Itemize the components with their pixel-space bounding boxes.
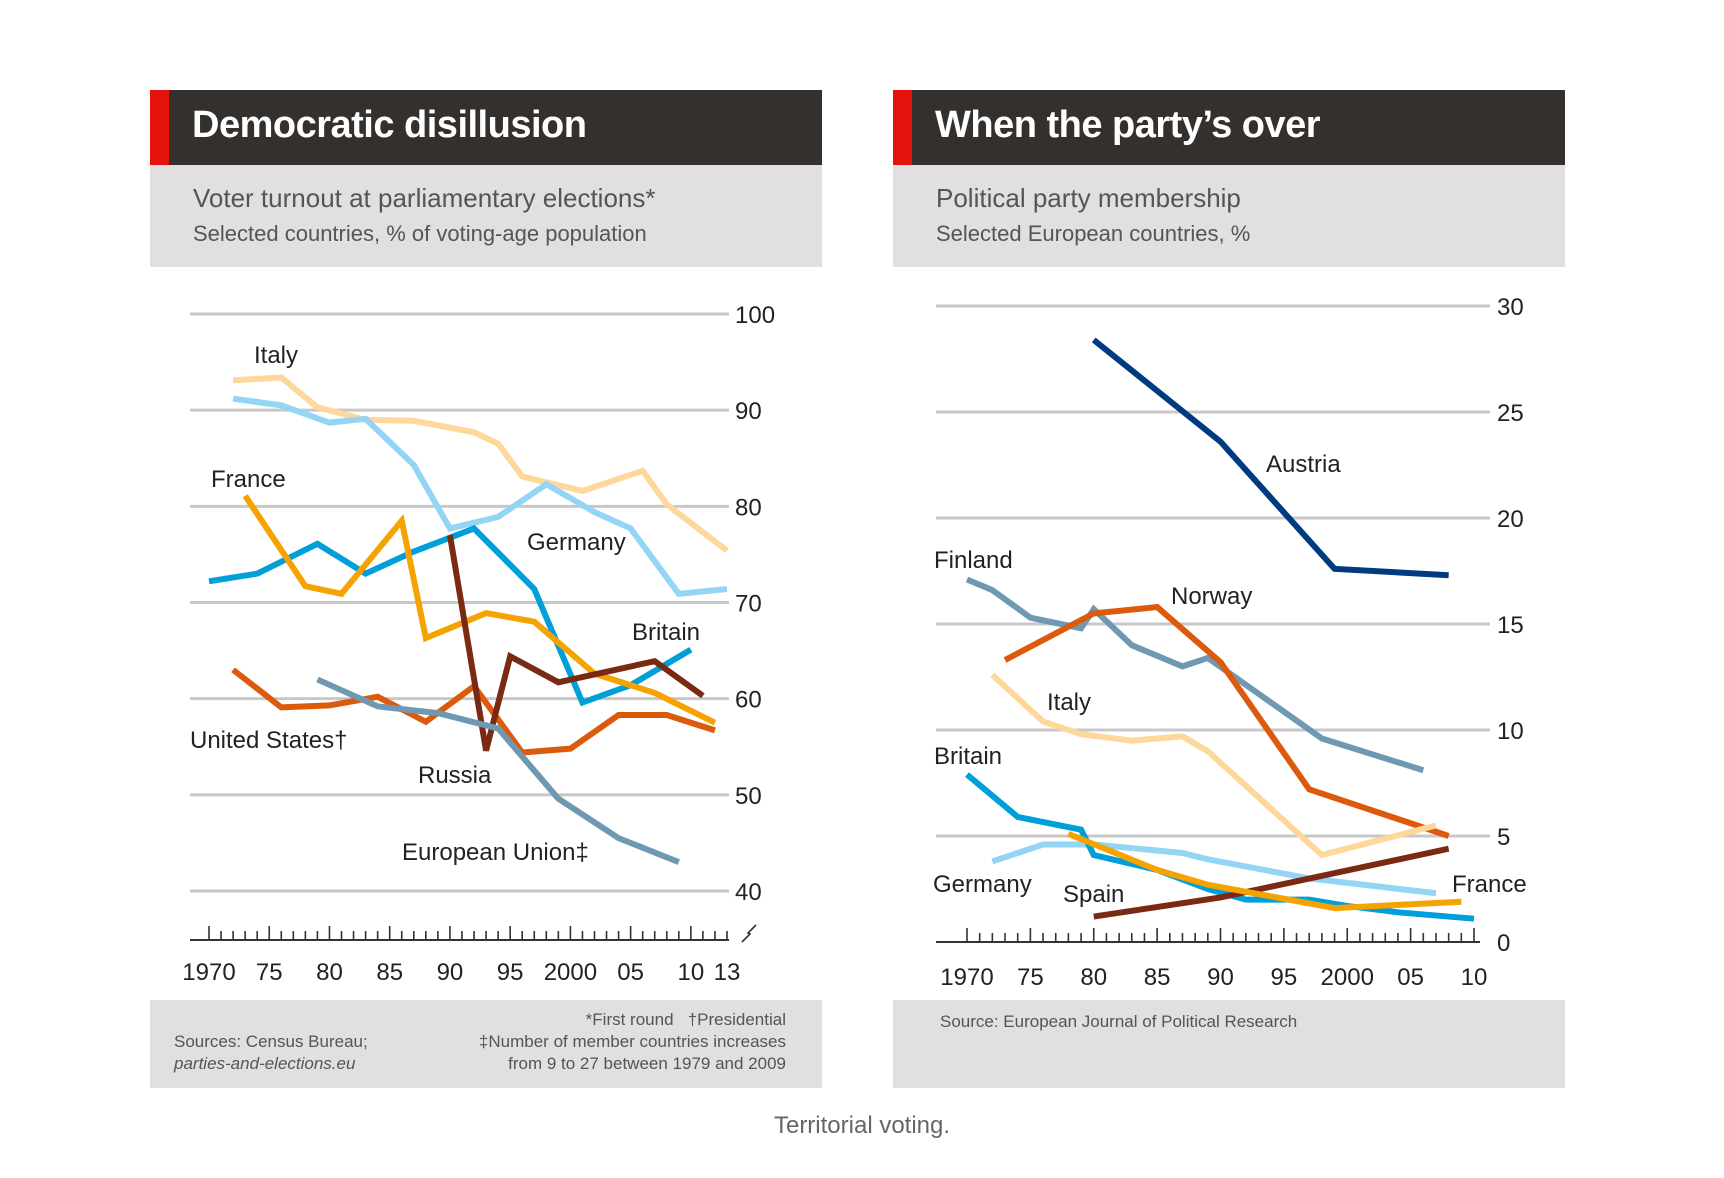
x-tick-label: 75 xyxy=(256,959,283,986)
series-label-britain: Britain xyxy=(934,743,1002,770)
source-text: Source: European Journal of Political Re… xyxy=(940,1012,1298,1031)
x-tick-label: 90 xyxy=(1207,964,1234,991)
y-tick-label: 20 xyxy=(1497,506,1524,533)
x-tick-label: 80 xyxy=(316,959,343,986)
x-tick-label: 1970 xyxy=(182,959,235,986)
chart-subtitle-box: Voter turnout at parliamentary elections… xyxy=(150,165,822,267)
y-tick-label: 0 xyxy=(1497,930,1510,957)
series-label-france: France xyxy=(211,466,286,493)
x-tick-label: 85 xyxy=(376,959,403,986)
axis-break-icon xyxy=(741,924,757,943)
x-tick-label: 2000 xyxy=(1321,964,1374,991)
y-tick-label: 30 xyxy=(1497,294,1524,321)
sources-line1: Sources: Census Bureau; xyxy=(174,1032,368,1051)
y-tick-label: 5 xyxy=(1497,824,1510,851)
x-tick-label: 85 xyxy=(1144,964,1171,991)
red-accent-bar xyxy=(150,90,169,165)
x-tick-label: 80 xyxy=(1080,964,1107,991)
series-label-united-states: United States† xyxy=(190,727,347,754)
footnote-1: *First round †Presidential xyxy=(585,1010,786,1029)
x-tick-label: 1970 xyxy=(940,964,993,991)
series-line-france xyxy=(242,494,717,726)
series-label-austria: Austria xyxy=(1266,451,1341,478)
y-tick-label: 80 xyxy=(735,494,762,521)
sources-line2: parties-and-elections.eu xyxy=(174,1054,356,1073)
y-tick-label: 100 xyxy=(735,302,775,329)
series-label-italy: Italy xyxy=(1047,689,1091,716)
series-line-germany xyxy=(232,395,728,597)
x-tick-label: 13 xyxy=(714,959,741,986)
series-label-finland: Finland xyxy=(934,547,1013,574)
chart-units: Selected countries, % of voting-age popu… xyxy=(193,221,647,246)
series-line-norway xyxy=(1003,603,1450,839)
chart-0: 40 50 60 70 80 90 100 1970 75 80 85 90 95 2000 05 10 13 I… xyxy=(182,302,775,986)
y-tick-label: 40 xyxy=(735,879,762,906)
red-accent-bar xyxy=(893,90,912,165)
chart-title: Democratic disillusion xyxy=(192,104,587,146)
x-tick-label: 10 xyxy=(678,959,705,986)
series-label-spain: Spain xyxy=(1063,881,1124,908)
y-tick-label: 70 xyxy=(735,591,762,618)
series-label-italy: Italy xyxy=(254,342,298,369)
series-line-finland xyxy=(965,576,1425,774)
chart-subtitle-box: Political party membership Selected Euro… xyxy=(893,165,1565,267)
chart-subtitle: Voter turnout at parliamentary elections… xyxy=(193,183,656,213)
series-line-austria xyxy=(1091,337,1449,579)
x-tick-label: 05 xyxy=(1397,964,1424,991)
chart-header: When the party’s over xyxy=(893,90,1565,165)
series-line-italy xyxy=(990,672,1437,859)
footnote-2: ‡Number of member countries increases xyxy=(478,1032,786,1051)
series-label-germany: Germany xyxy=(527,529,626,556)
series-label-russia: Russia xyxy=(418,762,492,789)
chart-subtitle: Political party membership xyxy=(936,183,1241,213)
y-tick-label: 10 xyxy=(1497,718,1524,745)
series-label-germany: Germany xyxy=(933,871,1032,898)
x-tick-label: 75 xyxy=(1017,964,1044,991)
x-tick-label: 95 xyxy=(1271,964,1298,991)
chart-title: When the party’s over xyxy=(935,104,1321,146)
series-label-norway: Norway xyxy=(1171,583,1252,610)
chart-header: Democratic disillusion xyxy=(150,90,822,165)
chart-units: Selected European countries, % xyxy=(936,221,1251,246)
x-tick-label: 90 xyxy=(437,959,464,986)
x-tick-label: 05 xyxy=(617,959,644,986)
x-tick-label: 10 xyxy=(1461,964,1488,991)
series-label-european-union: European Union‡ xyxy=(402,839,589,866)
footnote-3: from 9 to 27 between 1979 and 2009 xyxy=(508,1054,786,1073)
x-tick-label: 95 xyxy=(497,959,524,986)
y-tick-label: 25 xyxy=(1497,400,1524,427)
series-label-france: France xyxy=(1452,871,1527,898)
x-tick-label: 2000 xyxy=(544,959,597,986)
series-label-britain: Britain xyxy=(632,619,700,646)
y-tick-label: 90 xyxy=(735,398,762,425)
figure-caption: Territorial voting. xyxy=(773,1112,951,1139)
chart-panel-voter-turnout: Democratic disillusion Voter turnout at … xyxy=(150,90,822,1088)
series-line-italy xyxy=(232,374,729,553)
chart-footer: Sources: Census Bureau; parties-and-elec… xyxy=(150,1000,822,1088)
chart-footer: Source: European Journal of Political Re… xyxy=(893,1000,1565,1088)
y-tick-label: 60 xyxy=(735,687,762,714)
y-tick-label: 15 xyxy=(1497,612,1524,639)
series-line-russia xyxy=(446,534,705,752)
y-tick-label: 50 xyxy=(735,783,762,810)
chart-panel-party-membership: When the party’s over Political party me… xyxy=(893,90,1565,1088)
